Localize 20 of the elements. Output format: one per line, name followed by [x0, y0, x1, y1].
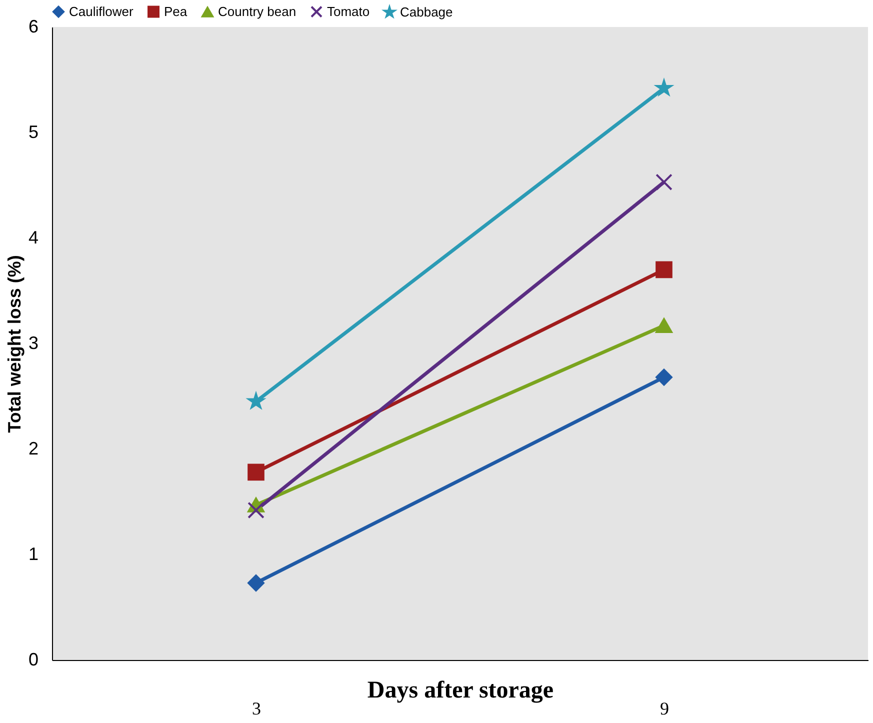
y-tick-label: 5 [28, 122, 38, 142]
y-tick-label: 0 [28, 650, 38, 670]
y-axis-title: Total weight loss (%) [4, 255, 24, 433]
legend-label: Tomato [327, 4, 370, 19]
y-tick-label: 4 [28, 228, 38, 248]
legend-label: Cauliflower [69, 4, 134, 19]
x-tick-label: 9 [660, 698, 669, 718]
y-tick-label: 3 [28, 333, 38, 353]
x-axis-title: Days after storage [367, 678, 554, 704]
y-tick-label: 1 [28, 544, 38, 564]
point [248, 464, 264, 481]
point [656, 368, 672, 386]
legend-label: Cabbage [400, 4, 453, 20]
point [656, 174, 672, 190]
y-tick-label: 6 [28, 16, 38, 36]
legend-label: Pea [164, 4, 188, 19]
y-tick-label: 2 [28, 438, 38, 458]
legend-label: Country bean [218, 4, 296, 20]
point [656, 261, 672, 278]
point [248, 574, 264, 592]
